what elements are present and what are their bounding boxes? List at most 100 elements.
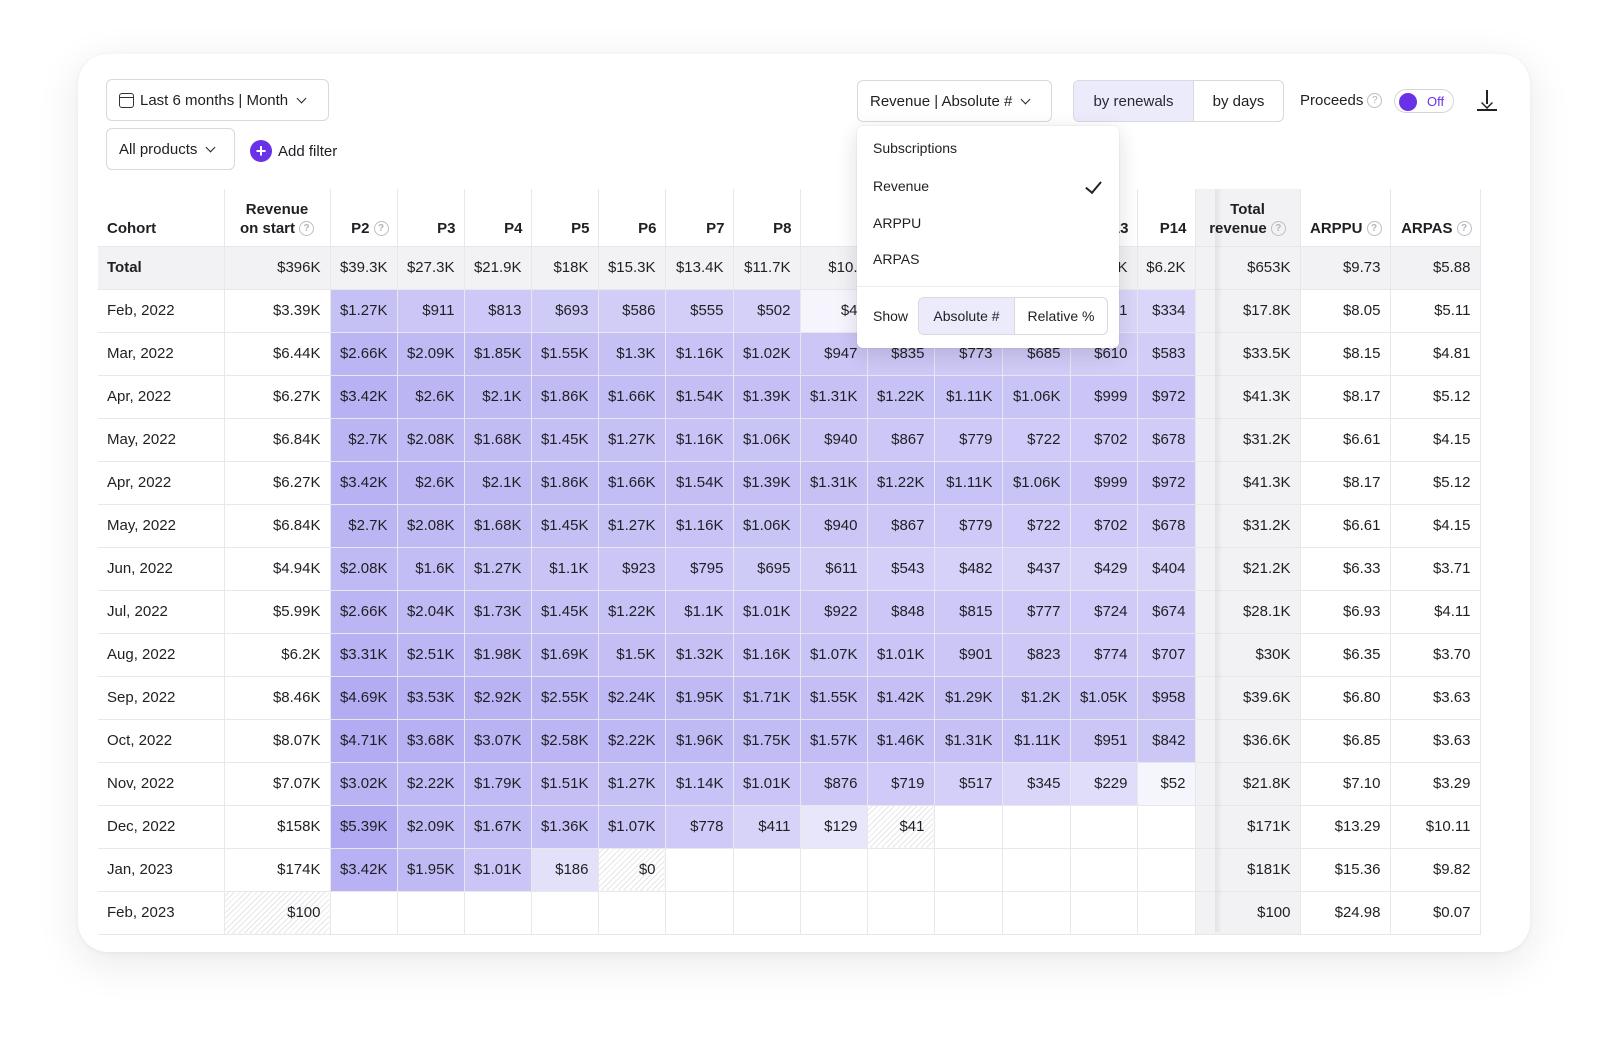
col-header-period[interactable] — [800, 189, 868, 247]
period-cell: $611 — [800, 547, 868, 591]
cohort-label: Sep, 2022 — [98, 676, 225, 720]
period-cell: $3.02K — [330, 762, 398, 806]
period-cell: $1.06K — [1002, 375, 1071, 419]
period-cell: $2.92K — [464, 676, 532, 720]
header-line: Revenue — [245, 200, 309, 218]
period-cell: $972 — [1137, 461, 1196, 505]
period-cell: $543 — [867, 547, 935, 591]
help-icon[interactable]: ? — [299, 221, 314, 237]
col-header-period[interactable]: P7 — [665, 189, 734, 247]
period-cell: $1.68K — [464, 504, 532, 548]
products-select[interactable]: All products — [106, 128, 235, 170]
period-cell: $1.71K — [733, 676, 801, 720]
metric-dropdown-menu: Subscriptions Revenue ARPPU ARPAS Show A… — [857, 126, 1119, 348]
period-cell: $813 — [464, 289, 532, 333]
period-cell: $1.11K — [934, 375, 1003, 419]
download-icon[interactable] — [1476, 88, 1498, 112]
period-cell: $10. — [800, 246, 868, 290]
menu-item-arppu[interactable]: ARPPU — [873, 215, 922, 231]
col-header-period[interactable]: P14 — [1137, 189, 1196, 247]
cohort-table: Cohort Revenue on start? P2? P3 P4 P5 P6 P7 P8 P… — [98, 189, 1481, 935]
period-cell — [1070, 805, 1138, 849]
show-absolute-tab[interactable]: Absolute # — [919, 298, 1015, 334]
period-cell: $923 — [598, 547, 666, 591]
show-relative-tab[interactable]: Relative % — [1027, 308, 1095, 324]
period-cell: $867 — [867, 504, 935, 548]
revenue-on-start-cell: $6.27K — [224, 375, 331, 419]
col-header-period[interactable]: P6 — [598, 189, 666, 247]
period-cell: $21.9K — [464, 246, 532, 290]
period-cell: $11.7K — [733, 246, 801, 290]
col-header-period[interactable]: P3 — [397, 189, 465, 247]
table-header-row: Cohort Revenue on start? P2? P3 P4 P5 P6 P7 P8 P… — [98, 189, 1481, 247]
period-cell — [598, 891, 666, 935]
menu-item-revenue[interactable]: Revenue — [873, 178, 930, 194]
period-cell: $1.45K — [531, 590, 599, 634]
col-header-arpas[interactable]: ARPAS? — [1390, 189, 1481, 247]
period-cell — [800, 848, 868, 892]
menu-divider — [857, 286, 1119, 287]
arpas-cell: $5.88 — [1390, 246, 1481, 290]
revenue-on-start-cell: $158K — [224, 805, 331, 849]
period-cell: $707 — [1137, 633, 1196, 677]
period-cell: $2.7K — [330, 418, 398, 462]
chevron-down-icon — [296, 93, 307, 103]
period-cell — [531, 891, 599, 935]
by-renewals-tab[interactable]: by renewals — [1074, 81, 1194, 121]
period-cell: $3.42K — [330, 461, 398, 505]
period-cell: $1.79K — [464, 762, 532, 806]
period-cell: $678 — [1137, 418, 1196, 462]
revenue-on-start-cell: $8.07K — [224, 719, 331, 763]
proceeds-toggle[interactable]: Off — [1394, 89, 1454, 113]
plus-icon: + — [250, 140, 272, 162]
revenue-on-start-cell: $100 — [224, 891, 331, 935]
period-cell: $1.95K — [665, 676, 734, 720]
header-text: ARPPU — [1309, 219, 1363, 237]
arppu-cell: $6.33 — [1300, 547, 1391, 591]
col-header-cohort[interactable]: Cohort — [98, 189, 225, 247]
revenue-on-start-cell: $174K — [224, 848, 331, 892]
add-filter-button[interactable]: + Add filter — [250, 140, 337, 162]
col-header-revenue-on-start[interactable]: Revenue on start? — [224, 189, 331, 247]
col-header-total-revenue[interactable]: Total revenue? — [1195, 189, 1301, 247]
arpas-cell: $5.12 — [1390, 461, 1481, 505]
col-header-period[interactable]: P2? — [330, 189, 398, 247]
period-cell: $848 — [867, 590, 935, 634]
period-cell: $15.3K — [598, 246, 666, 290]
period-cell: $1.02K — [733, 332, 801, 376]
period-cell: $1.36K — [531, 805, 599, 849]
period-cell — [800, 891, 868, 935]
metric-select[interactable]: Revenue | Absolute # — [857, 80, 1052, 122]
show-label: Show — [873, 308, 909, 324]
arppu-cell: $15.36 — [1300, 848, 1391, 892]
help-icon[interactable]: ? — [1367, 93, 1383, 108]
period-cell — [934, 848, 1003, 892]
products-label: All products — [119, 140, 198, 158]
arpas-cell: $5.11 — [1390, 289, 1481, 333]
help-icon[interactable]: ? — [1270, 221, 1286, 237]
help-icon[interactable]: ? — [373, 221, 389, 237]
menu-item-subscriptions[interactable]: Subscriptions — [873, 140, 958, 156]
by-days-tab[interactable]: by days — [1212, 92, 1265, 110]
revenue-on-start-cell: $3.39K — [224, 289, 331, 333]
cohort-label: Feb, 2023 — [98, 891, 225, 935]
help-icon[interactable]: ? — [1366, 221, 1382, 237]
period-cell: $3.68K — [397, 719, 465, 763]
period-cell: $437 — [1002, 547, 1071, 591]
col-header-period[interactable]: P4 — [464, 189, 532, 247]
period-cell: $674 — [1137, 590, 1196, 634]
period-cell: $4.71K — [330, 719, 398, 763]
col-header-period[interactable]: P5 — [531, 189, 599, 247]
menu-item-arpas[interactable]: ARPAS — [873, 251, 920, 267]
period-cell: $722 — [1002, 418, 1071, 462]
col-header-period[interactable]: P8 — [733, 189, 801, 247]
arppu-cell: $13.29 — [1300, 805, 1391, 849]
help-icon[interactable]: ? — [1456, 221, 1472, 237]
period-cell: $583 — [1137, 332, 1196, 376]
col-header-arppu[interactable]: ARPPU? — [1300, 189, 1391, 247]
total-revenue-cell: $28.1K — [1195, 590, 1301, 634]
period-cell: $1.46K — [867, 719, 935, 763]
cohort-label: Aug, 2022 — [98, 633, 225, 677]
date-range-select[interactable]: Last 6 months | Month — [106, 79, 329, 121]
period-cell: $586 — [598, 289, 666, 333]
